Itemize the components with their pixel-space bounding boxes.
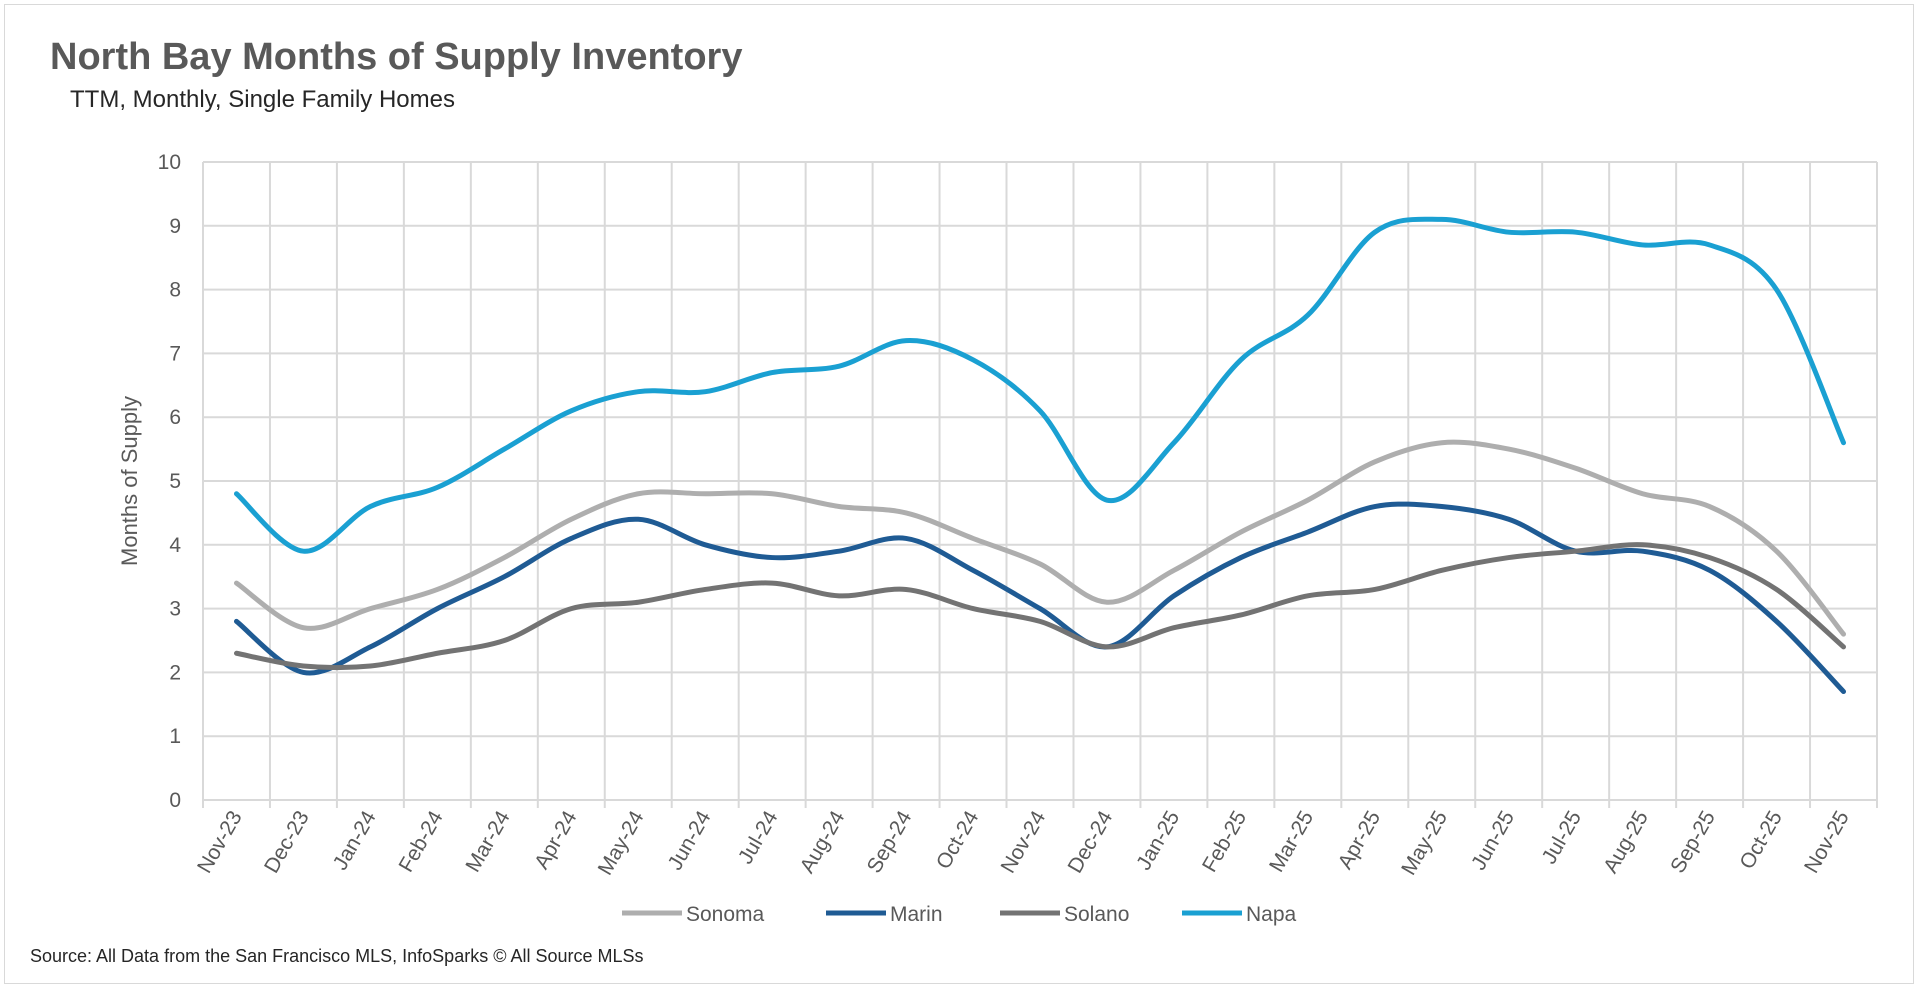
y-tick-label: 5 (169, 470, 181, 493)
series-line-sonoma (233, 439, 1847, 637)
x-tick-label: Oct-25 (1735, 807, 1786, 873)
x-tick-label: Dec-24 (1064, 807, 1118, 877)
legend-label-solano: Solano (1064, 903, 1129, 926)
x-tick-label: Jan-25 (1132, 807, 1184, 874)
x-tick-label: Apr-25 (1334, 807, 1385, 873)
series-line-solano (233, 542, 1847, 671)
x-tick-label: Jun-25 (1467, 807, 1519, 874)
x-tick-label: Jan-24 (329, 807, 381, 874)
series-line-marin (233, 501, 1847, 695)
x-tick-label: May-25 (1397, 807, 1452, 879)
y-tick-label: 6 (169, 406, 181, 429)
x-tick-label: Jun-24 (664, 807, 716, 874)
legend-label-marin: Marin (890, 903, 943, 926)
source-note: Source: All Data from the San Francisco … (30, 946, 644, 966)
y-tick-label: 8 (169, 279, 181, 302)
chart-frame (4, 4, 1914, 984)
y-axis-label: Months of Supply (117, 396, 142, 566)
y-tick-label: 9 (169, 215, 181, 238)
x-tick-label: Feb-25 (1198, 807, 1251, 876)
x-tick-label: Sep-24 (863, 807, 917, 877)
x-tick-label: Dec-23 (260, 807, 314, 877)
x-tick-label: May-24 (594, 807, 649, 879)
x-tick-label: Aug-25 (1599, 807, 1653, 877)
x-tick-label: Nov-23 (193, 807, 247, 877)
y-tick-label: 1 (169, 725, 181, 748)
x-tick-label: Apr-24 (530, 807, 582, 873)
x-tick-label: Mar-25 (1265, 807, 1318, 876)
x-tick-label: Nov-25 (1800, 807, 1854, 877)
y-tick-label: 4 (169, 534, 181, 557)
y-tick-label: 10 (158, 151, 181, 174)
chart-subtitle: TTM, Monthly, Single Family Homes (70, 86, 455, 113)
y-tick-label: 0 (169, 789, 181, 812)
x-tick-label: Aug-24 (796, 807, 850, 877)
x-tick-label: Jul-24 (734, 807, 783, 868)
legend-label-napa: Napa (1246, 903, 1297, 926)
x-tick-label: Nov-24 (997, 807, 1051, 877)
chart-title: North Bay Months of Supply Inventory (50, 36, 743, 78)
series-line-napa (233, 216, 1847, 554)
x-tick-label: Jul-25 (1537, 807, 1586, 868)
x-tick-label: Mar-24 (461, 807, 514, 876)
x-tick-label: Feb-24 (394, 807, 447, 876)
x-tick-label: Sep-25 (1666, 807, 1720, 877)
legend-label-sonoma: Sonoma (686, 903, 765, 926)
x-tick-label: Oct-24 (932, 807, 984, 873)
y-tick-label: 3 (169, 598, 181, 621)
y-tick-label: 7 (169, 342, 181, 365)
y-tick-label: 2 (169, 661, 181, 684)
